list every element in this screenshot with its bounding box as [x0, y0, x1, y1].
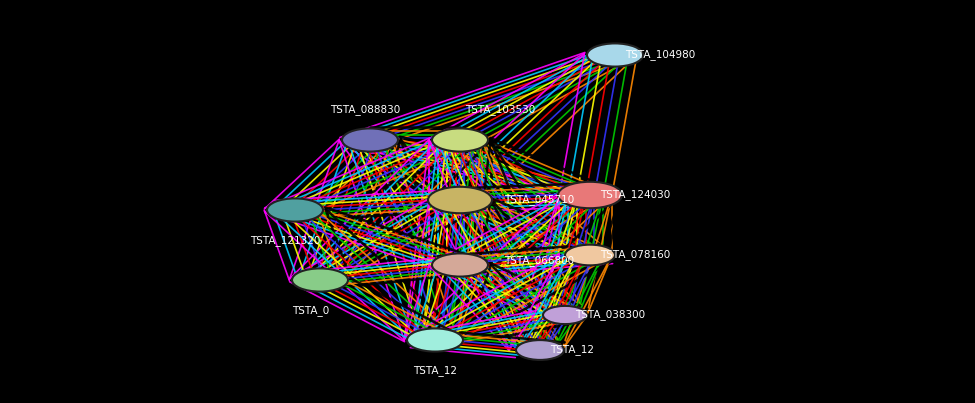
- Circle shape: [565, 245, 615, 265]
- Text: TSTA_045710: TSTA_045710: [504, 195, 574, 206]
- Text: TSTA_066800: TSTA_066800: [504, 256, 574, 266]
- Text: TSTA_088830: TSTA_088830: [330, 104, 401, 115]
- Circle shape: [292, 268, 348, 292]
- Circle shape: [558, 182, 622, 208]
- Circle shape: [428, 187, 492, 213]
- Circle shape: [587, 44, 643, 66]
- Text: TSTA_038300: TSTA_038300: [574, 310, 644, 320]
- Text: TSTA_078160: TSTA_078160: [600, 249, 670, 260]
- Text: TSTA_0: TSTA_0: [292, 305, 329, 316]
- Circle shape: [432, 129, 488, 152]
- Text: TSTA_124030: TSTA_124030: [600, 189, 670, 200]
- Text: TSTA_121320: TSTA_121320: [250, 235, 321, 246]
- Text: TSTA_104980: TSTA_104980: [625, 50, 695, 60]
- Circle shape: [407, 328, 463, 351]
- Text: TSTA_12: TSTA_12: [413, 365, 457, 376]
- Circle shape: [342, 129, 398, 152]
- Circle shape: [543, 306, 587, 324]
- Text: TSTA_103530: TSTA_103530: [465, 104, 535, 115]
- Circle shape: [267, 198, 323, 222]
- Circle shape: [432, 253, 488, 276]
- Circle shape: [516, 340, 564, 360]
- Text: TSTA_12: TSTA_12: [550, 345, 594, 355]
